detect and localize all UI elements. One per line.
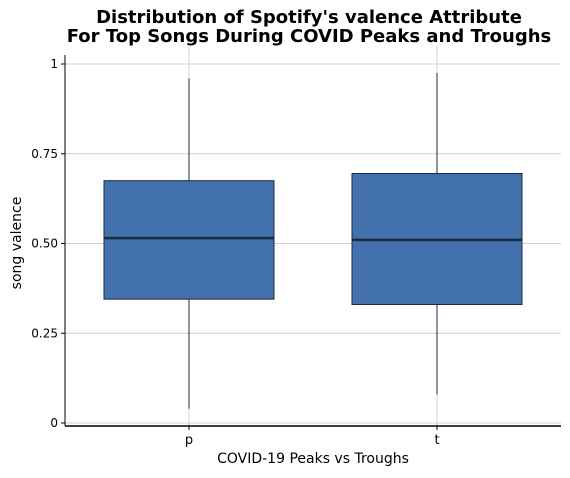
y-tick-label-1: 0.25 — [31, 326, 58, 340]
box-p — [103, 180, 275, 300]
y-axis-label: song valence — [9, 196, 25, 290]
chart-title: Distribution of Spotify's valence Attrib… — [0, 8, 570, 46]
chart-title-line-2: For Top Songs During COVID Peaks and Tro… — [66, 26, 552, 47]
x-tick-label-p: p — [185, 433, 193, 448]
y-tick-label-2: 0.50 — [31, 237, 58, 251]
y-tick-label-3: 0.75 — [31, 147, 58, 161]
x-axis-label: COVID-19 Peaks vs Troughs — [217, 451, 409, 467]
x-tick-label-t: t — [434, 433, 439, 448]
y-tick-label-4: 1 — [50, 57, 58, 71]
chart-title-line-1: Distribution of Spotify's valence Attrib… — [96, 7, 522, 28]
y-tick-label-0: 0 — [50, 416, 58, 430]
